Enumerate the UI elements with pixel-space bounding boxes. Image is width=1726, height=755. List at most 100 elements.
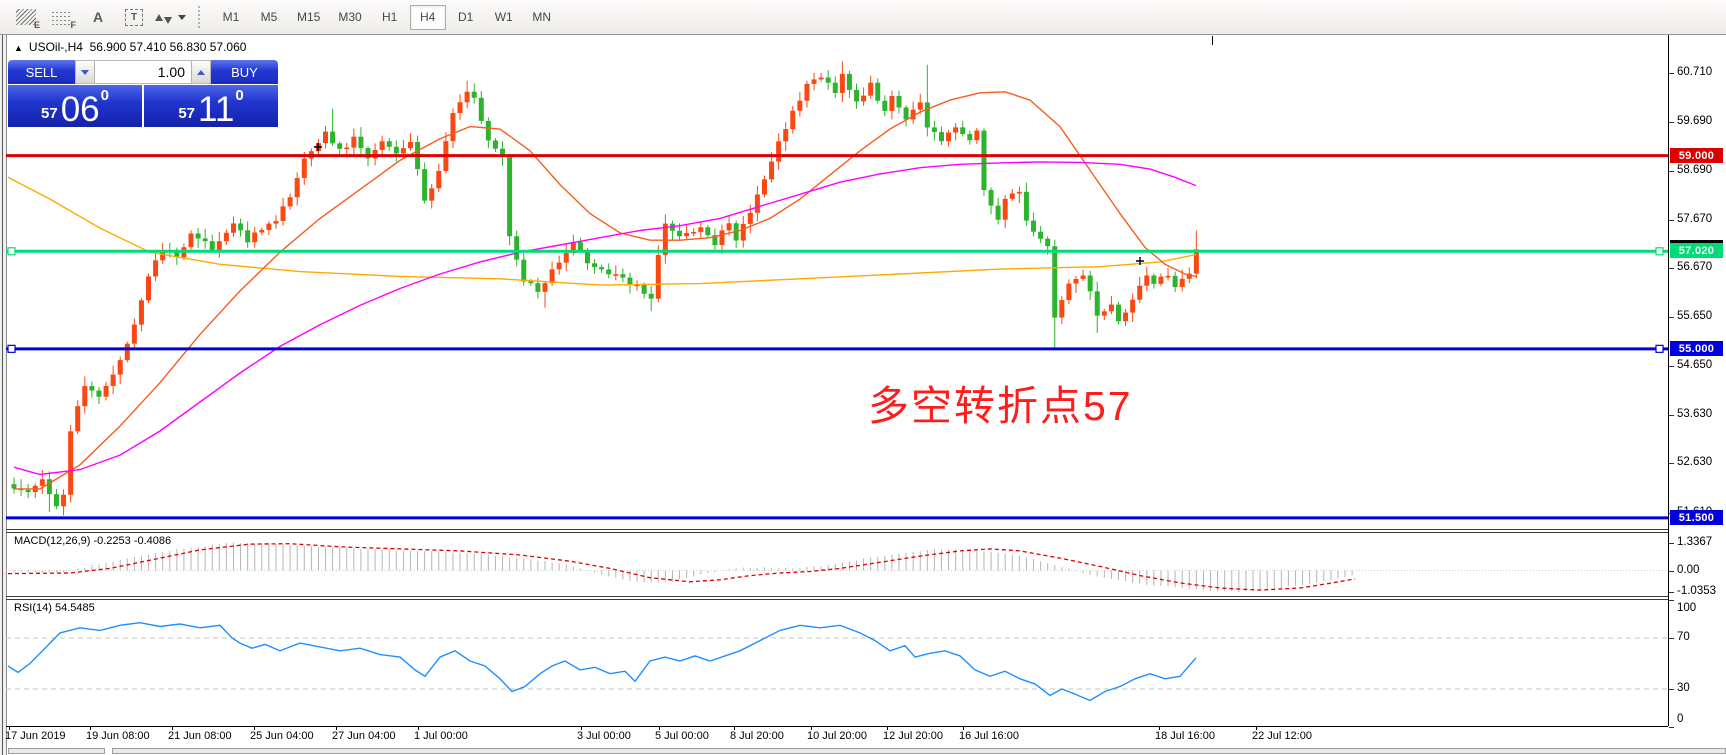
tab-timeframe-mn[interactable]: MN [532, 10, 552, 24]
line-drag-handle[interactable] [1655, 344, 1664, 353]
date-axis-label: 22 Jul 12:00 [1252, 730, 1312, 742]
candle [556, 255, 562, 275]
ohlc-readout: 56.900 57.410 56.830 57.060 [89, 40, 247, 54]
buy-price-display[interactable]: 57 11 0 [144, 85, 278, 127]
date-axis-label: 12 Jul 20:00 [883, 730, 943, 742]
date-axis-label: 21 Jun 08:00 [168, 730, 232, 742]
price-tick [1669, 317, 1674, 318]
price-chart-canvas[interactable] [6, 35, 1668, 530]
buy-button[interactable]: BUY [211, 60, 278, 84]
line-drag-handle[interactable] [7, 344, 16, 353]
panel-divider[interactable] [6, 532, 1668, 533]
price-tick [1669, 366, 1674, 367]
timeframe-buttons-group: M1 M5 M15 M30 H1 H4 D1 W1 MN [212, 4, 561, 30]
panel-divider[interactable] [6, 596, 1668, 597]
price-axis-border [1668, 35, 1669, 726]
candle [1059, 296, 1065, 324]
candle [407, 133, 413, 151]
candle [974, 128, 980, 145]
rsi-tick [1669, 600, 1674, 601]
candle [301, 152, 307, 185]
volume-input[interactable] [95, 61, 191, 83]
chart-window[interactable]: ▲ USOil-,H4 56.900 57.410 56.830 57.060 M… [0, 35, 1726, 755]
candle [160, 242, 166, 265]
tab-timeframe-m30[interactable]: M30 [338, 10, 362, 24]
candle [896, 90, 902, 114]
date-axis-label: 19 Jun 08:00 [86, 730, 150, 742]
candle [868, 75, 874, 100]
candle [712, 228, 718, 252]
sell-price-display[interactable]: 57 06 0 [8, 85, 142, 127]
candle [1016, 186, 1022, 203]
price-axis-label: 59.690 [1677, 115, 1713, 127]
buy-price-pip: 0 [235, 87, 244, 104]
macd-tick [1669, 543, 1674, 544]
volume-stepper [75, 60, 211, 84]
line-drag-handle[interactable] [7, 247, 16, 256]
date-axis-label: 10 Jul 20:00 [807, 730, 867, 742]
volume-increase-button[interactable] [191, 61, 210, 83]
macd-axis-label: 0.00 [1677, 564, 1700, 576]
rsi-panel-canvas[interactable] [6, 600, 1668, 727]
candle [18, 479, 24, 496]
candle [1031, 212, 1037, 237]
candle [783, 122, 789, 151]
toolbar-separator [198, 6, 204, 28]
candle [514, 230, 520, 267]
candle [1172, 271, 1178, 293]
tab-timeframe-h1[interactable]: H1 [382, 10, 398, 24]
line-drag-handle[interactable] [1655, 247, 1664, 256]
panel-divider[interactable] [6, 529, 1668, 530]
candle [131, 318, 137, 350]
sell-button[interactable]: SELL [8, 60, 75, 84]
candle [592, 259, 598, 274]
ma-slow-line [7, 176, 1197, 286]
level-price-badge: 55.000 [1670, 341, 1723, 356]
candle [769, 152, 775, 183]
candle [61, 489, 67, 516]
arrows-dropdown-icon[interactable] [152, 4, 188, 31]
tab-timeframe-m1[interactable]: M1 [222, 10, 240, 24]
candle [1094, 281, 1100, 333]
candle [1108, 296, 1114, 315]
candle [273, 215, 279, 229]
collapse-icon[interactable]: ▲ [14, 43, 23, 53]
candle [719, 224, 725, 254]
candle [153, 253, 159, 282]
candle [754, 186, 760, 222]
scrollbar-segment[interactable] [8, 748, 105, 754]
label-t-icon[interactable]: T [116, 4, 152, 31]
chart-text-annotation[interactable]: 多空转折点57 [868, 383, 1133, 429]
chart-draw-e-icon[interactable]: E [8, 4, 44, 31]
tab-timeframe-m5[interactable]: M5 [260, 10, 278, 24]
candle [1151, 273, 1157, 289]
candle [464, 80, 470, 109]
candle [889, 90, 895, 120]
candle [500, 141, 506, 166]
symbol-header[interactable]: ▲ USOil-,H4 56.900 57.410 56.830 57.060 [14, 40, 246, 54]
tab-timeframe-d1[interactable]: D1 [458, 10, 474, 24]
date-axis-label: 18 Jul 16:00 [1155, 730, 1215, 742]
candle [266, 221, 272, 236]
volume-decrease-button[interactable] [76, 61, 95, 83]
price-tick [1669, 415, 1674, 416]
candle [89, 381, 95, 398]
fibonacci-f-icon[interactable]: F [44, 4, 80, 31]
date-axis-label: 5 Jul 00:00 [655, 730, 709, 742]
candle [308, 148, 314, 167]
macd-panel-canvas[interactable] [6, 533, 1668, 596]
candle [1009, 189, 1015, 201]
tab-timeframe-m15[interactable]: M15 [297, 10, 321, 24]
tab-timeframe-h4[interactable]: H4 [409, 4, 446, 30]
candle [188, 230, 194, 250]
candle [705, 225, 711, 239]
candle [245, 221, 251, 248]
panel-divider[interactable] [6, 599, 1668, 600]
candle [946, 130, 952, 147]
candle [1052, 239, 1058, 349]
tab-timeframe-w1[interactable]: W1 [494, 10, 513, 24]
candle [330, 108, 336, 146]
scrollbar-thumb[interactable] [112, 748, 1726, 754]
text-a-icon[interactable]: A [92, 9, 104, 25]
